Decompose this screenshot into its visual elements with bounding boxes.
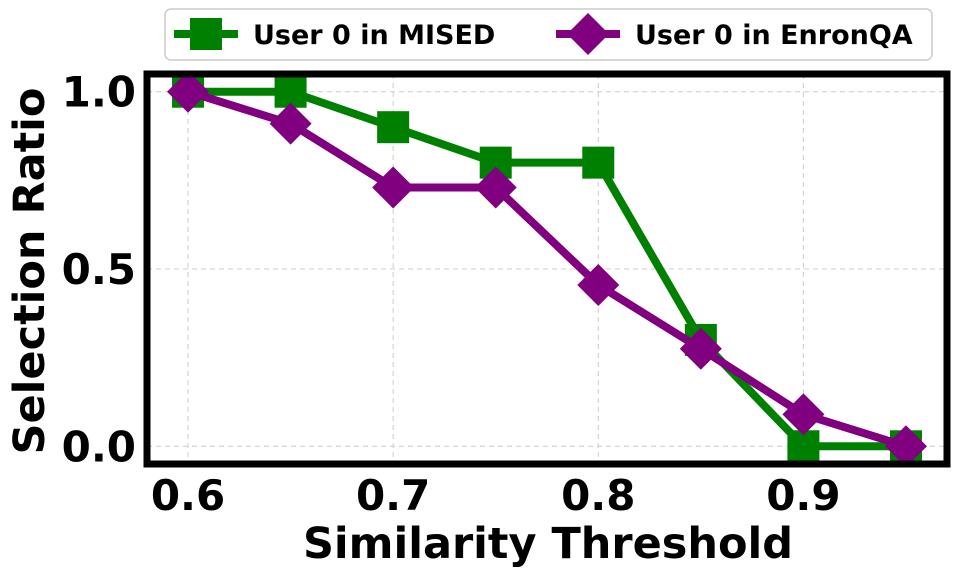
data-point-user-0-in-mised [582, 146, 615, 179]
data-point-user-0-in-enronqa [372, 166, 415, 209]
x-tick-label: 0.7 [356, 471, 430, 520]
y-tick-label: 0.5 [62, 245, 136, 294]
data-point-user-0-in-enronqa [679, 327, 722, 370]
legend-entry-user-0-in-enronqa: User 0 in EnronQA [556, 13, 913, 55]
x-axis-title: Similarity Threshold [303, 519, 793, 569]
legend-marker-user-0-in-enronqa [567, 13, 609, 55]
grid [147, 74, 947, 464]
y-tick-labels: 0.0 0.5 1.0 [62, 68, 136, 472]
data-point-user-0-in-mised [274, 75, 307, 108]
y-tick-label: 0.0 [62, 422, 136, 471]
data-point-user-0-in-enronqa [884, 425, 927, 468]
data-point-user-0-in-enronqa [577, 263, 620, 306]
legend-label-user-0-in-enronqa: User 0 in EnronQA [635, 20, 913, 51]
plot-frame [143, 70, 951, 468]
data-point-user-0-in-enronqa [474, 166, 517, 209]
legend-box [164, 8, 933, 61]
series-user-0-in-enronqa [167, 70, 927, 468]
legend-label-user-0-in-mised: User 0 in MISED [253, 20, 495, 51]
series-line-user-0-in-mised [188, 87, 906, 451]
x-tick-labels: 0.6 0.7 0.8 0.9 [151, 471, 841, 520]
y-tick-label: 1.0 [62, 68, 136, 117]
series-layer [167, 70, 927, 468]
x-tick-label: 0.6 [151, 471, 225, 520]
data-point-user-0-in-enronqa [269, 102, 312, 145]
legend-entry-user-0-in-mised: User 0 in MISED [174, 18, 495, 51]
y-axis-title: Selection Ratio [5, 88, 55, 455]
data-point-user-0-in-mised [377, 111, 410, 144]
data-point-user-0-in-enronqa [167, 70, 210, 113]
data-point-user-0-in-mised [787, 430, 820, 463]
legend: User 0 in MISED User 0 in EnronQA [164, 8, 933, 61]
x-tick-label: 0.8 [561, 471, 635, 520]
legend-marker-user-0-in-mised [190, 18, 222, 50]
series-line-user-0-in-enronqa [186, 87, 908, 451]
x-tick-label: 0.9 [766, 471, 840, 520]
series-user-0-in-mised [172, 75, 922, 463]
data-point-user-0-in-enronqa [782, 393, 825, 436]
